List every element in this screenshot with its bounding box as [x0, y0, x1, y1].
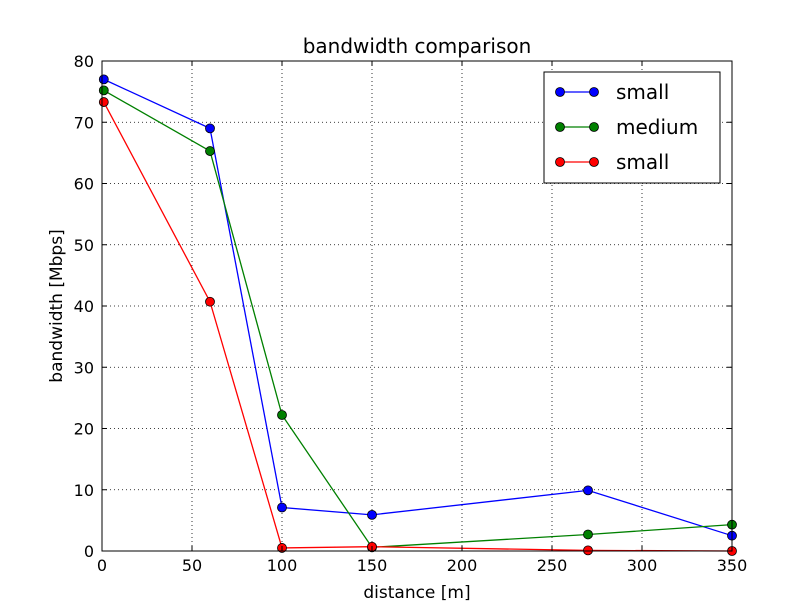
series-0: [98, 74, 737, 541]
y-tick-label: 50: [74, 236, 94, 255]
x-tick-label: 100: [267, 556, 298, 575]
x-tick-label: 300: [627, 556, 658, 575]
legend-label: medium: [616, 115, 698, 139]
legend-marker: [589, 87, 599, 97]
data-point: [205, 123, 215, 134]
x-tick-label: 350: [717, 556, 748, 575]
series-line: [103, 101, 733, 552]
y-tick-label: 80: [74, 52, 94, 71]
x-tick-label: 200: [447, 556, 478, 575]
y-tick-label: 60: [74, 175, 94, 194]
legend-item: small: [555, 150, 669, 174]
data-point: [205, 296, 215, 307]
data-point: [98, 85, 109, 96]
x-tick-label: 150: [357, 556, 388, 575]
legend-item: medium: [555, 115, 698, 139]
legend-marker: [589, 157, 599, 167]
legend-marker: [555, 157, 565, 167]
legend-label: small: [616, 150, 669, 174]
x-axis-label: distance [m]: [363, 583, 470, 603]
series-line: [103, 89, 733, 548]
data-point: [277, 410, 287, 420]
chart-title: bandwidth comparison: [303, 34, 532, 58]
legend: small medium small: [543, 71, 721, 184]
x-tick-label: 50: [182, 556, 202, 575]
axis-ticks: 0 50 100 150 200 250 300 350 0 10 20 30 40 50 60 70 80: [74, 52, 748, 575]
data-point: [583, 545, 593, 556]
y-tick-label: 30: [74, 358, 94, 377]
data-point: [277, 502, 287, 513]
data-point: [583, 485, 593, 496]
y-tick-label: 10: [74, 481, 94, 500]
y-tick-label: 0: [84, 542, 94, 561]
data-point: [367, 509, 377, 520]
y-tick-label: 20: [74, 420, 94, 439]
data-point: [98, 74, 109, 85]
series-line: [103, 78, 733, 537]
legend-item: small: [555, 80, 669, 104]
legend-marker: [555, 122, 565, 132]
x-tick-label: 250: [537, 556, 568, 575]
y-tick-label: 70: [74, 113, 94, 132]
data-point: [98, 97, 109, 107]
x-tick-label: 0: [97, 556, 107, 575]
legend-marker: [555, 87, 565, 97]
y-tick-label: 40: [74, 297, 94, 316]
data-point: [583, 529, 593, 540]
legend-marker: [589, 122, 599, 132]
legend-label: small: [616, 80, 669, 104]
data-point: [205, 146, 215, 156]
series-2: [98, 97, 737, 556]
y-axis-label: bandwidth [Mbps]: [47, 229, 67, 382]
